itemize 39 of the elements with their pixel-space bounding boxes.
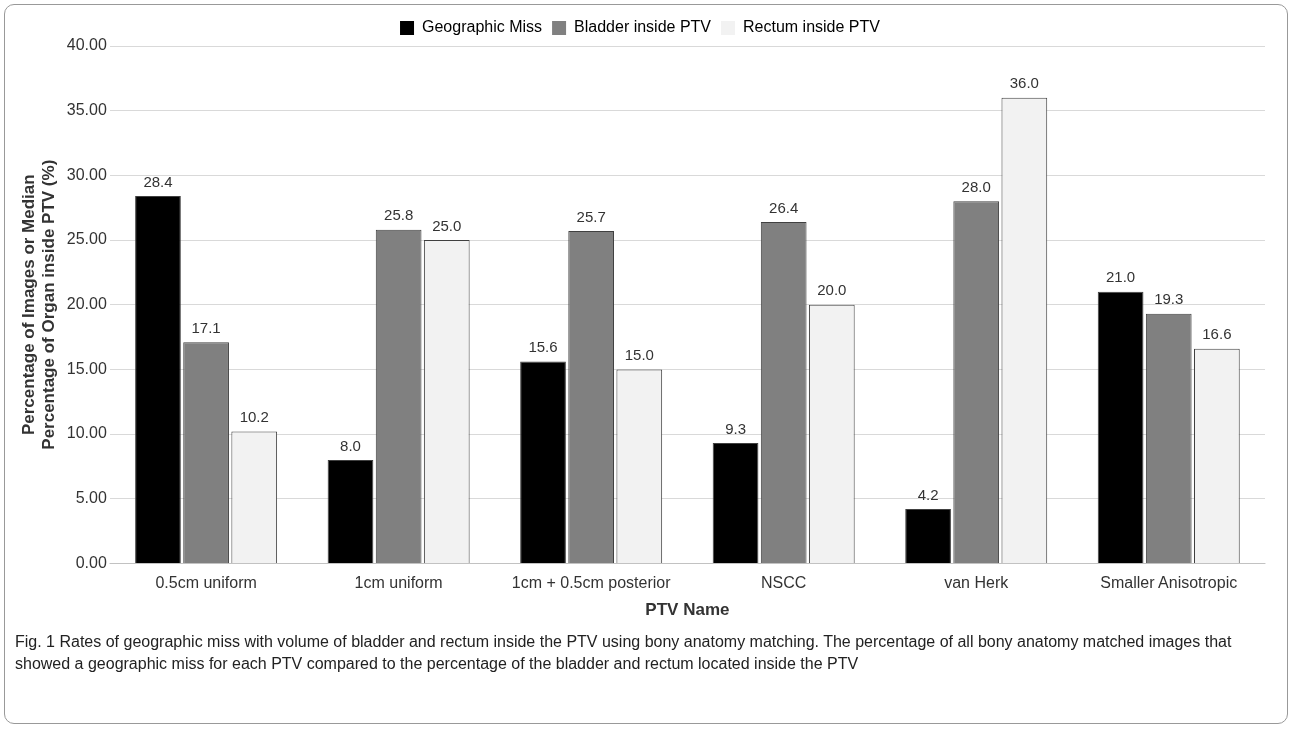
- data-label: 21.0: [1106, 268, 1136, 286]
- data-label: 9.3: [725, 419, 746, 437]
- x-tick-label: NSCC: [761, 574, 807, 592]
- data-label: 19.3: [1154, 290, 1184, 308]
- data-label: 25.0: [432, 216, 462, 234]
- y-tick-label: 0.00: [75, 553, 107, 571]
- y-tick-label: 40.00: [66, 36, 107, 54]
- data-label: 4.2: [917, 485, 939, 503]
- x-tick-label: Smaller Anisotropic: [1100, 574, 1238, 592]
- data-label: 28.4: [143, 172, 173, 190]
- data-label: 25.8: [384, 206, 414, 224]
- x-axis-title: PTV Name: [645, 600, 730, 620]
- data-label: 8.0: [340, 436, 361, 454]
- caption: Fig. 1 Rates of geographic miss with volume of bladder and rectum inside the PTV using bony anatomy matching. The percentage of all bony anatomy matched images that showed a geographic miss for each PTV compared to the percentage of the bladder and rectum located inside the PTV: [15, 632, 1233, 674]
- data-label: 26.4: [769, 198, 799, 216]
- x-tick-label: 1cm + 0.5cm posterior: [511, 574, 672, 592]
- x-tick-label: 0.5cm uniform: [155, 574, 257, 592]
- legend-label: Rectum inside PTV: [743, 18, 881, 36]
- y-tick-label: 20.00: [66, 295, 107, 313]
- y-tick-label: 5.00: [75, 489, 107, 507]
- data-label: 20.0: [817, 281, 847, 299]
- y-axis-title: Percentage of Images or Median Percentage of Organ inside PTV (%): [18, 159, 59, 450]
- y-tick-label: 25.00: [66, 230, 107, 248]
- x-tick-label: 1cm uniform: [354, 574, 443, 592]
- y-tick-label: 35.00: [66, 101, 107, 119]
- data-label: 15.6: [528, 338, 558, 356]
- x-tick-label: van Herk: [944, 574, 1010, 592]
- data-label: 17.1: [191, 318, 221, 336]
- data-label: 36.0: [1009, 74, 1039, 92]
- y-tick-label: 30.00: [66, 165, 107, 183]
- data-label: 15.0: [624, 346, 654, 364]
- legend-label: Geographic Miss: [422, 18, 543, 36]
- data-label: 25.7: [576, 207, 606, 225]
- legend-label: Bladder inside PTV: [574, 18, 712, 36]
- y-tick-label: 10.00: [66, 424, 107, 442]
- data-label: 10.2: [239, 408, 269, 426]
- data-label: 16.6: [1202, 325, 1232, 343]
- data-label: 28.0: [961, 177, 991, 195]
- y-tick-label: 15.00: [66, 359, 107, 377]
